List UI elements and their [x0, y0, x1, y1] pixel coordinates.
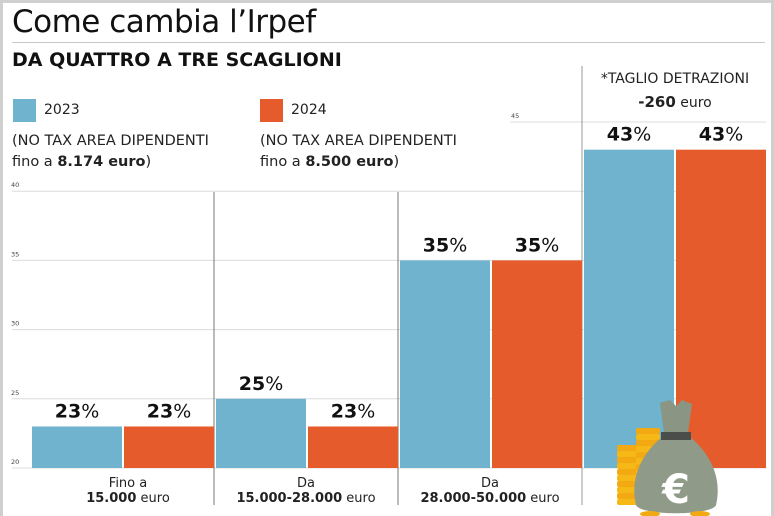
bar-value-label: 23%: [147, 400, 192, 422]
bar-value-label: 43%: [699, 124, 744, 146]
x-category-label: Fino a: [109, 476, 147, 491]
bar-value-label: 35%: [423, 234, 468, 256]
bar-value-label: 23%: [55, 400, 100, 422]
title-divider: [12, 42, 765, 43]
note-line2: fino a 8.174 euro): [12, 152, 209, 173]
bar-value-label: 43%: [607, 124, 652, 146]
euro-money-bag-icon: €: [617, 400, 718, 516]
legend-swatch-2023: [13, 99, 36, 122]
note-text: ): [393, 154, 400, 170]
bar-2024-3: [492, 260, 582, 468]
note-value: 8.174 euro: [57, 154, 146, 170]
legend-swatch-2024: [260, 99, 283, 122]
y-tick-label: 25: [11, 389, 19, 397]
y-tick-label: 45: [511, 112, 519, 120]
bar-2023-1: [32, 426, 122, 468]
legend-note-2023: (NO TAX AREA DIPENDENTI fino a 8.174 eur…: [12, 131, 209, 173]
note-text: fino a: [260, 154, 306, 170]
svg-text:€: €: [661, 467, 690, 513]
note-line1: (NO TAX AREA DIPENDENTI: [12, 133, 209, 149]
y-tick-label: 30: [11, 320, 19, 328]
note-text: ): [145, 154, 152, 170]
annotation-unit: euro: [675, 95, 712, 111]
bar-value-label: 23%: [331, 400, 376, 422]
bar-value-label: 35%: [515, 234, 560, 256]
bar-2024-4: [676, 149, 766, 468]
annotation-amount: -260: [638, 93, 676, 111]
note-line1: (NO TAX AREA DIPENDENTI: [260, 133, 457, 149]
bar-value-label: 25%: [239, 373, 284, 395]
bar-2024-2: [308, 426, 398, 468]
y-tick-label: 20: [11, 458, 19, 466]
legend-note-2024: (NO TAX AREA DIPENDENTI fino a 8.500 eur…: [260, 131, 457, 173]
x-category-label: 15.000 euro: [86, 491, 170, 506]
x-category-label: Da: [297, 476, 315, 491]
y-tick-label: 40: [11, 181, 19, 189]
note-text: fino a: [12, 154, 58, 170]
bar-2023-4: [584, 149, 674, 468]
bar-2024-1: [124, 426, 214, 468]
x-category-label: 28.000-50.000 euro: [420, 491, 559, 506]
annotation-line1: *TAGLIO DETRAZIONI: [600, 71, 750, 87]
chart-title: Come cambia l’Irpef: [12, 4, 316, 40]
annotation-line2: -260 euro: [584, 91, 766, 115]
deduction-cut-annotation: *TAGLIO DETRAZIONI -260 euro: [584, 68, 766, 115]
bar-2023-3: [400, 260, 490, 468]
x-category-label: Da: [481, 476, 499, 491]
note-line2: fino a 8.500 euro): [260, 152, 457, 173]
x-category-label: 15.000-28.000 euro: [236, 491, 375, 506]
legend-label-2023: 2023: [44, 102, 80, 118]
y-tick-label: 35: [11, 250, 19, 258]
legend-label-2024: 2024: [291, 102, 327, 118]
note-value: 8.500 euro: [305, 154, 394, 170]
bar-2023-2: [216, 398, 306, 468]
chart-subtitle: DA QUATTRO A TRE SCAGLIONI: [12, 49, 342, 71]
